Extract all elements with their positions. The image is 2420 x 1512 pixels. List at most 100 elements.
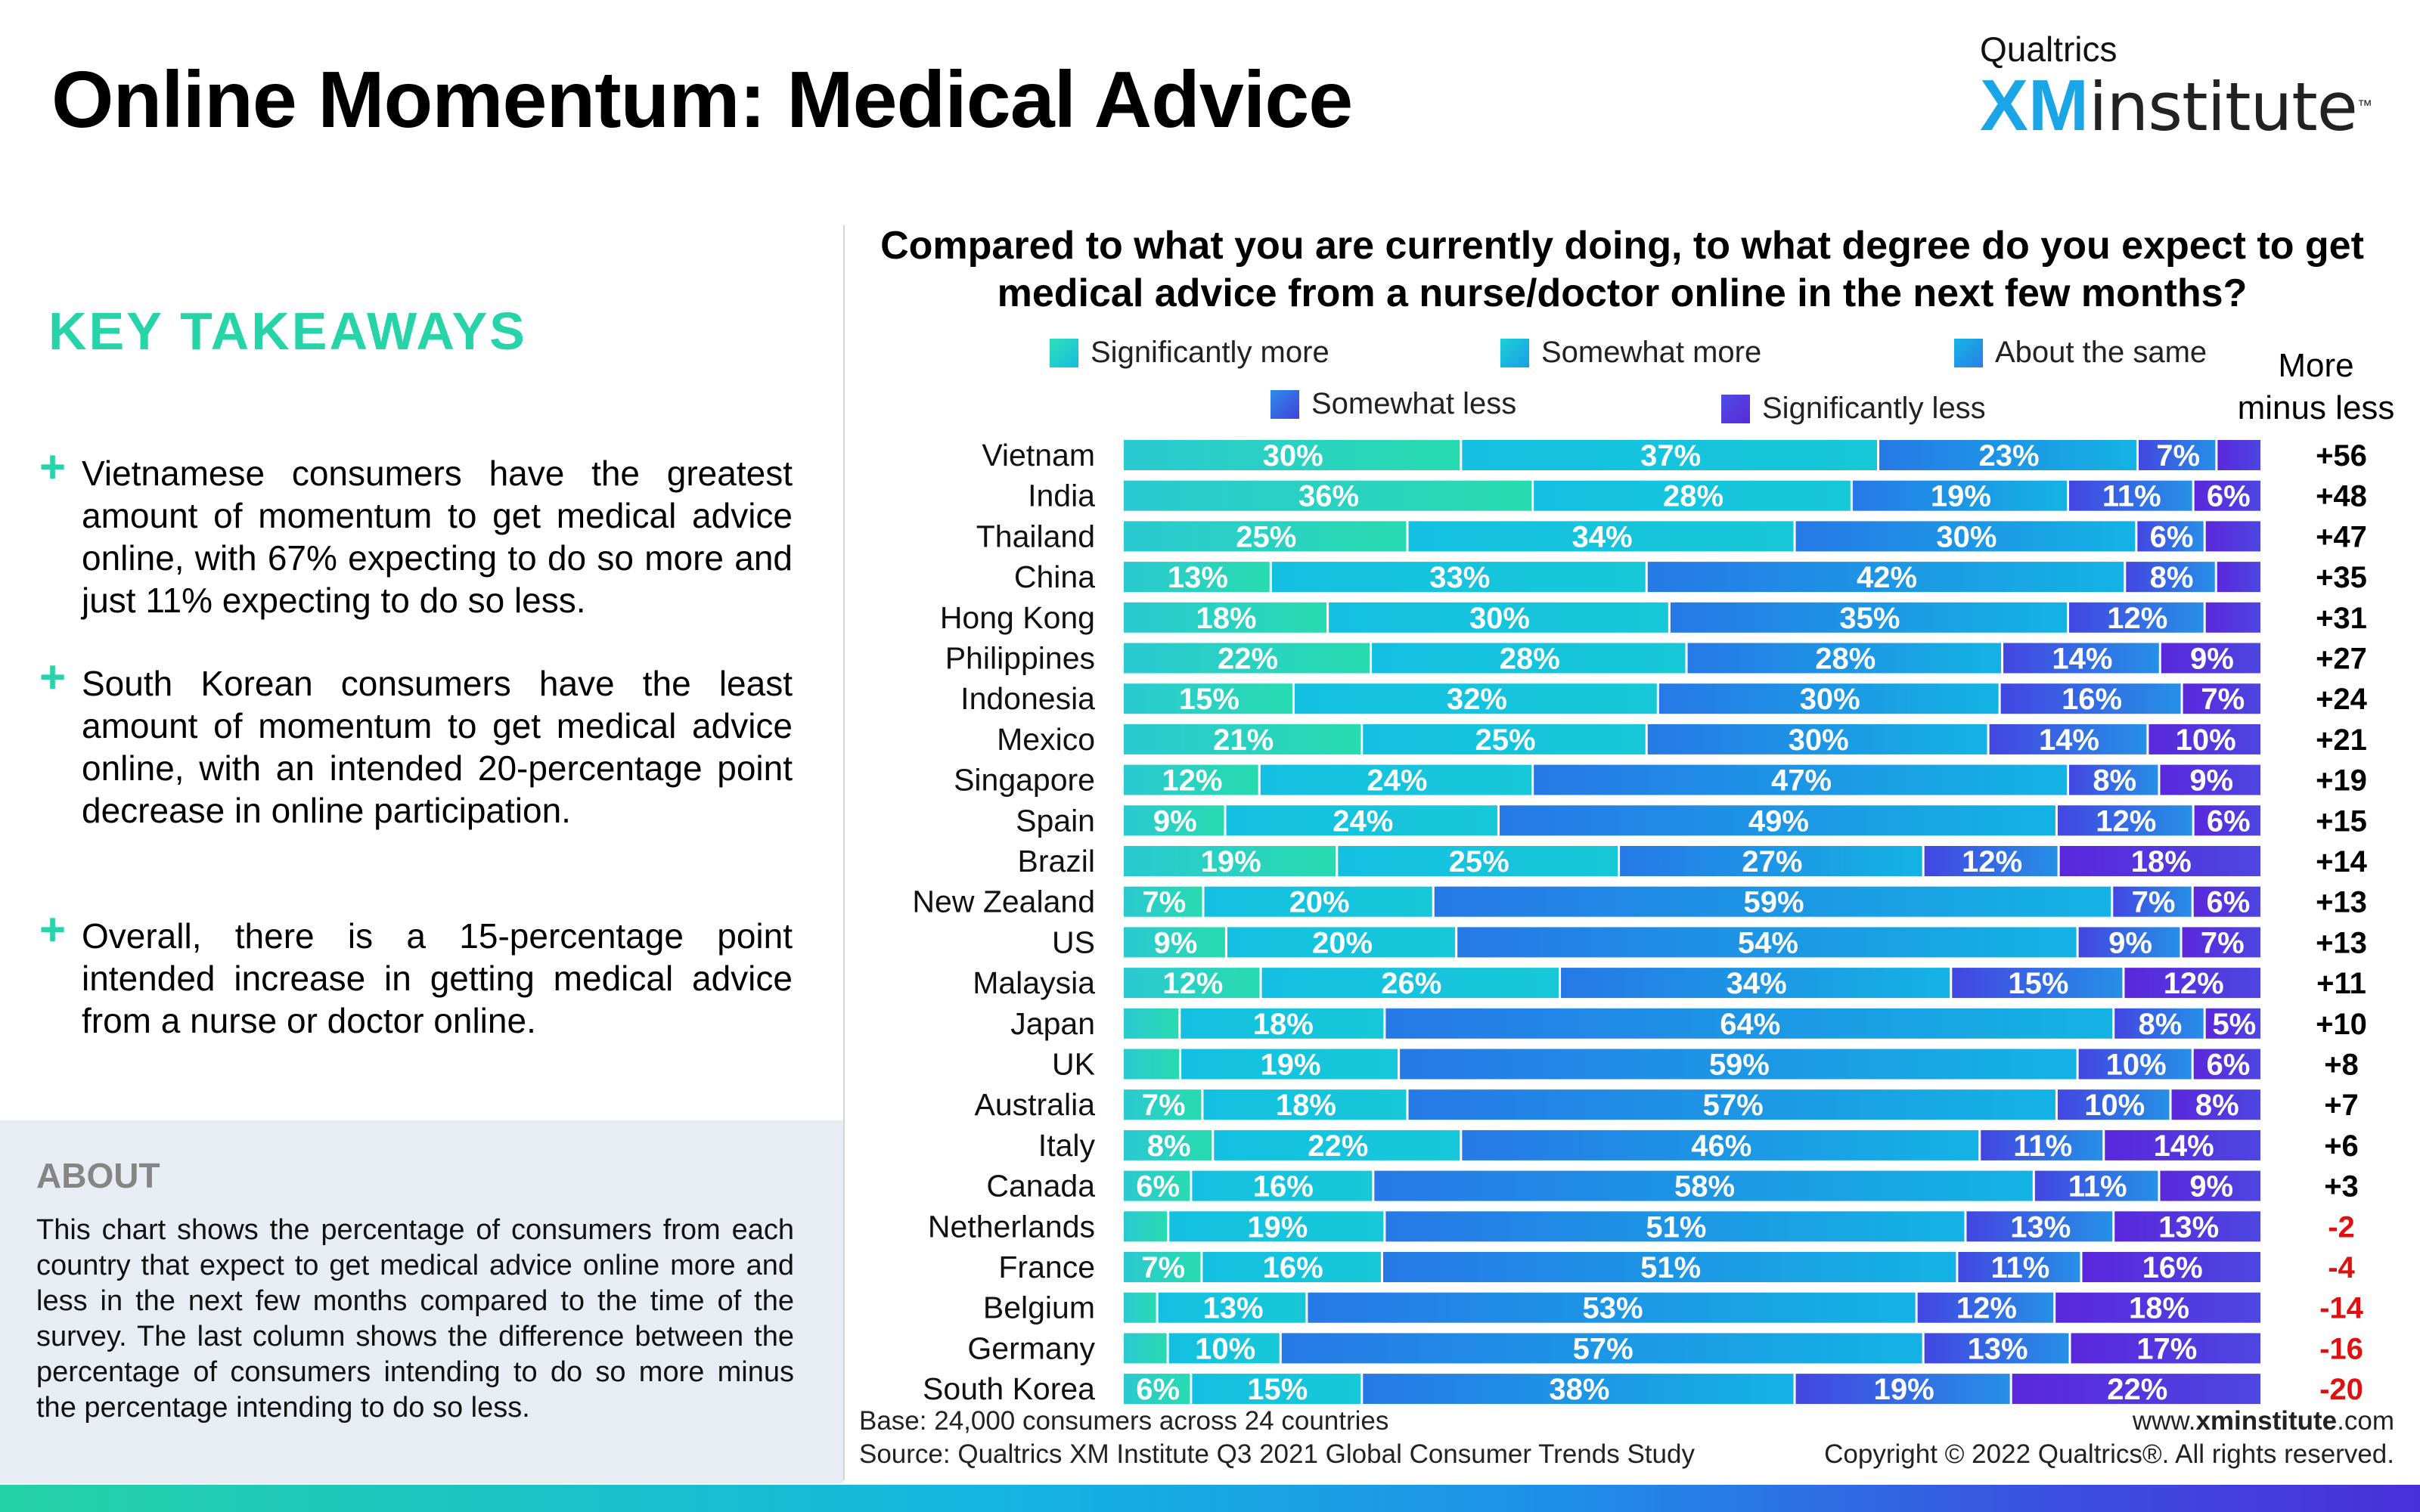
data-label: 24% [1367, 764, 1427, 798]
data-label: 9% [2108, 926, 2152, 959]
data-label: 19% [1261, 1049, 1321, 1082]
about-text: This chart shows the percentage of consu… [36, 1214, 794, 1424]
logo-institute: institute [2089, 68, 2358, 146]
data-label: 6% [2206, 1049, 2250, 1082]
data-label: 6% [2207, 480, 2251, 513]
legend-label: Somewhat more [1541, 336, 1762, 369]
data-label: 18% [1253, 1008, 1314, 1041]
data-label: 27% [1742, 845, 1802, 878]
bar-segment [2113, 886, 2192, 917]
logo-trademark: ™ [2356, 98, 2372, 114]
bar-segment [2217, 562, 2260, 593]
bar-segment [2193, 1049, 2260, 1080]
data-label: 13% [1202, 1292, 1263, 1325]
legend-somewhat-less: Somewhat less [1270, 387, 1516, 421]
data-label: 30% [1800, 683, 1860, 716]
bar-segment [2078, 1049, 2192, 1080]
data-label: 16% [2142, 1251, 2203, 1284]
bar-segment [2055, 1292, 2260, 1323]
bar-segment [1226, 805, 1497, 836]
bar-segment [1124, 1089, 1202, 1120]
data-label: 20% [1289, 886, 1350, 919]
data-label: 19% [1247, 1210, 1308, 1244]
data-label: 15% [1247, 1373, 1308, 1406]
data-label: 6% [2207, 804, 2251, 838]
bar-segment [1647, 723, 1987, 754]
bar-segment [2071, 1333, 2260, 1364]
bar-segment [2105, 1129, 2260, 1160]
data-label: 30% [1469, 602, 1530, 635]
website-prefix: www. [2132, 1406, 2196, 1436]
data-label: 8% [2150, 561, 2194, 594]
data-label: 19% [1931, 480, 1991, 513]
legend-swatch [1721, 394, 1750, 423]
bar-segment [1124, 602, 1327, 633]
bar-segment [1124, 1049, 1180, 1080]
takeaway-item: + South Korean consumers have the least … [39, 655, 793, 832]
bar-segment [1363, 723, 1646, 754]
legend-significantly-less: Significantly less [1721, 392, 1986, 426]
data-label: 25% [1449, 845, 1509, 878]
data-label: 7% [2201, 926, 2245, 959]
data-label: 16% [1263, 1251, 1323, 1284]
footer-website[interactable]: www.xminstitute.com [2133, 1406, 2394, 1436]
country-label: UK [1052, 1047, 1095, 1082]
bar-segment [1457, 927, 2077, 958]
data-label: 22% [1308, 1129, 1368, 1163]
bar-segment [2161, 643, 2260, 674]
website-suffix: .com [2337, 1406, 2394, 1436]
data-label: 18% [1196, 602, 1257, 635]
country-label: Belgium [983, 1290, 1095, 1325]
data-label: 34% [1727, 967, 1787, 1000]
bar-segment [1124, 1333, 1167, 1364]
page-title: Online Momentum: Medical Advice [51, 55, 1353, 144]
bar-segment [1124, 643, 1370, 674]
data-label: 57% [1573, 1332, 1634, 1365]
more-minus-less-value: +8 [2324, 1049, 2359, 1082]
bar-segment [1124, 683, 1292, 714]
bar-segment [2114, 1211, 2260, 1242]
bar-segment [1499, 805, 2055, 836]
footer-base: Base: 24,000 consumers across 24 countri… [859, 1406, 1389, 1436]
bar-segment [1124, 968, 1260, 999]
bottom-gradient-strip [0, 1485, 2420, 1512]
legend-label: Somewhat less [1311, 387, 1517, 420]
bar-segment [1124, 1252, 1201, 1282]
data-label: 12% [1962, 845, 2022, 878]
country-label: France [998, 1250, 1095, 1284]
footer-copyright: Copyright © 2022 Qualtrics®. All rights … [1824, 1439, 2394, 1469]
footer-source: Source: Qualtrics XM Institute Q3 2021 G… [859, 1439, 1695, 1469]
data-label: 15% [2008, 967, 2068, 1000]
country-label: Mexico [997, 722, 1095, 757]
plus-icon: + [39, 904, 67, 955]
takeaway-item: + Vietnamese consumers have the greatest… [39, 445, 793, 621]
data-label: 12% [1162, 967, 1223, 1000]
bar-segment [2160, 764, 2260, 795]
data-label: 11% [2013, 1129, 2072, 1163]
website-domain: xminstitute [2195, 1406, 2338, 1436]
bar-segment [2138, 440, 2216, 470]
data-label: 8% [2093, 764, 2136, 798]
data-label: 7% [2201, 683, 2245, 716]
bar-segment [2205, 602, 2260, 633]
data-label: 8% [2139, 1008, 2183, 1041]
country-label: Netherlands [928, 1209, 1095, 1244]
bar-segment [1917, 1292, 2054, 1323]
bar-segment [1385, 1211, 1965, 1242]
bar-segment [1124, 1170, 1190, 1201]
data-label: 47% [1771, 764, 1832, 798]
more-minus-less-value: +15 [2316, 804, 2367, 838]
more-minus-less-value: -16 [2319, 1332, 2363, 1365]
bar-segment [1924, 1333, 2069, 1364]
more-minus-less-value: -2 [2328, 1210, 2355, 1244]
bar-segment [2183, 683, 2260, 714]
data-label: 46% [1691, 1129, 1751, 1163]
bar-segment [2217, 440, 2260, 470]
data-label: 9% [2189, 1170, 2233, 1204]
bar-segment [1989, 723, 2147, 754]
bar-segment [1124, 927, 1225, 958]
data-label: 33% [1429, 561, 1490, 594]
data-label: 19% [1874, 1373, 1934, 1406]
legend-somewhat-more: Somewhat more [1500, 336, 1761, 370]
